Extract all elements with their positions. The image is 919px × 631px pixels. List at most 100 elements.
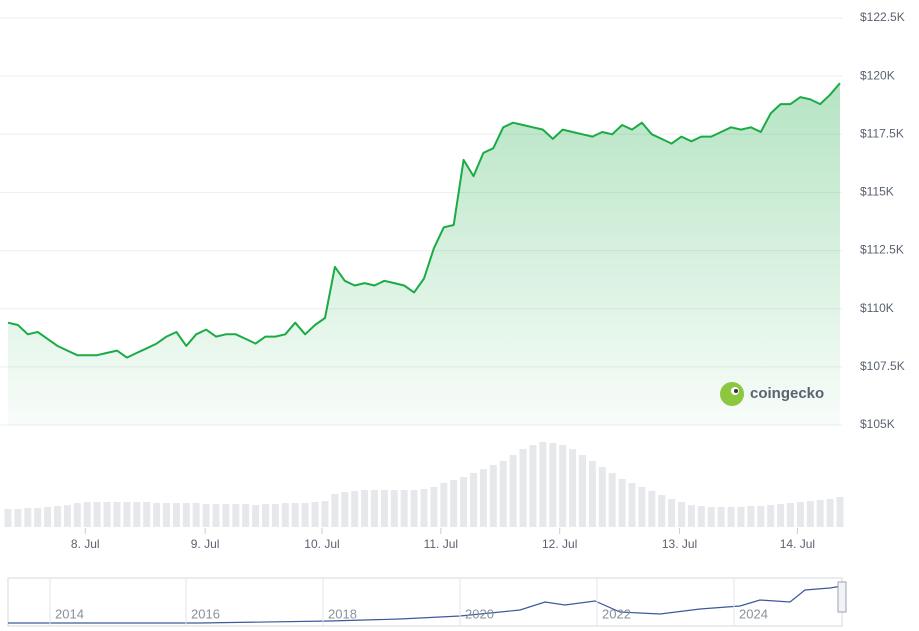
- volume-bar: [440, 483, 448, 527]
- volume-bar: [54, 506, 62, 527]
- volume-bar: [172, 503, 180, 527]
- volume-bar: [232, 504, 240, 527]
- volume-bar: [370, 490, 378, 527]
- y-tick-label: $117.5K: [860, 126, 904, 140]
- volume-bar: [796, 502, 804, 527]
- volume-bar: [192, 503, 200, 527]
- volume-bar: [361, 490, 369, 527]
- navigator: [7, 577, 847, 627]
- volume-bar: [262, 504, 270, 527]
- y-tick-label: $122.5K: [860, 10, 905, 24]
- volume-bar: [113, 502, 121, 527]
- volume-bar: [460, 477, 468, 527]
- volume-bar: [569, 449, 577, 527]
- volume-bar: [598, 467, 606, 527]
- volume-bar: [757, 506, 765, 527]
- volume-bar: [588, 461, 596, 527]
- volume-bar: [162, 503, 170, 527]
- volume-bar: [153, 503, 161, 527]
- volume-bar: [499, 461, 507, 527]
- volume-bar: [4, 509, 12, 527]
- navigator-label: 2022: [602, 606, 631, 621]
- volume-bar: [390, 490, 398, 527]
- volume-bar: [351, 491, 359, 527]
- navigator-label: 2020: [465, 606, 494, 621]
- volume-bar: [123, 502, 131, 527]
- volume-bar: [826, 499, 834, 527]
- volume-bar: [420, 489, 428, 527]
- volume-bar: [34, 508, 42, 527]
- navigator-label: 2016: [191, 606, 220, 621]
- volume-bar: [222, 504, 230, 527]
- volume-bar: [321, 501, 329, 527]
- volume-bar: [767, 505, 775, 527]
- volume-bar: [608, 473, 616, 527]
- volume-bar: [133, 502, 141, 527]
- y-tick-label: $110K: [860, 301, 894, 315]
- volume-bar: [529, 445, 537, 527]
- volume-bar: [519, 449, 527, 527]
- volume-bar: [489, 465, 497, 527]
- navigator-label: 2014: [55, 606, 84, 621]
- volume-bar: [271, 504, 279, 527]
- volume-bar: [816, 500, 824, 527]
- volume-bar: [836, 497, 844, 527]
- volume-bar: [628, 483, 636, 527]
- volume-bar: [479, 469, 487, 527]
- volume-bar: [73, 503, 81, 527]
- volume-bar: [24, 508, 32, 527]
- volume-bar: [509, 455, 517, 527]
- volume-bar: [549, 443, 557, 527]
- y-tick-label: $112.5K: [860, 243, 904, 257]
- volume-bar: [648, 491, 656, 527]
- volume-bar: [242, 504, 250, 527]
- volume-bar: [786, 503, 794, 527]
- volume-bar: [93, 502, 101, 527]
- volume-bar: [281, 503, 289, 527]
- x-tick-label: 14. Jul: [780, 537, 815, 551]
- volume-bar: [539, 442, 547, 527]
- volume-bar: [777, 504, 785, 527]
- navigator-handle[interactable]: [837, 581, 847, 613]
- navigator-frame: [7, 577, 843, 627]
- x-tick-label: 10. Jul: [304, 537, 339, 551]
- volume-bar: [252, 505, 260, 527]
- volume-bar: [747, 506, 755, 527]
- volume-bar: [687, 505, 695, 527]
- navigator-label: 2024: [739, 606, 768, 621]
- volume-bar: [380, 490, 388, 527]
- price-area: [8, 83, 840, 425]
- volume-bar: [202, 504, 210, 527]
- volume-bar: [14, 509, 22, 527]
- volume-bar: [737, 507, 745, 527]
- x-tick-label: 9. Jul: [191, 537, 220, 551]
- navigator-line: [8, 585, 843, 624]
- volume-bar: [212, 504, 220, 527]
- volume-bar: [83, 502, 91, 527]
- volume-bar: [806, 501, 814, 527]
- volume-bar: [559, 445, 567, 527]
- navigator-label: 2018: [328, 606, 357, 621]
- x-tick-label: 12. Jul: [542, 537, 577, 551]
- volume-bar: [331, 494, 339, 527]
- volume-bar: [63, 505, 71, 527]
- y-tick-label: $105K: [860, 417, 895, 431]
- volume-bar: [638, 487, 646, 527]
- price-line: [7, 82, 841, 359]
- volume-bar: [301, 503, 309, 527]
- volume-bar: [182, 503, 190, 527]
- y-tick-label: $107.5K: [860, 359, 905, 373]
- volume-bar: [410, 490, 418, 527]
- volume-bar: [400, 490, 408, 527]
- volume-bar: [143, 502, 151, 527]
- volume-bar: [103, 502, 111, 527]
- volume-bar: [578, 455, 586, 527]
- volume-bar: [430, 487, 438, 527]
- volume-bar: [678, 502, 686, 527]
- volume-bar: [717, 507, 725, 527]
- y-tick-label: $120K: [860, 68, 895, 82]
- volume-bar: [668, 499, 676, 527]
- volume-bar: [618, 479, 626, 527]
